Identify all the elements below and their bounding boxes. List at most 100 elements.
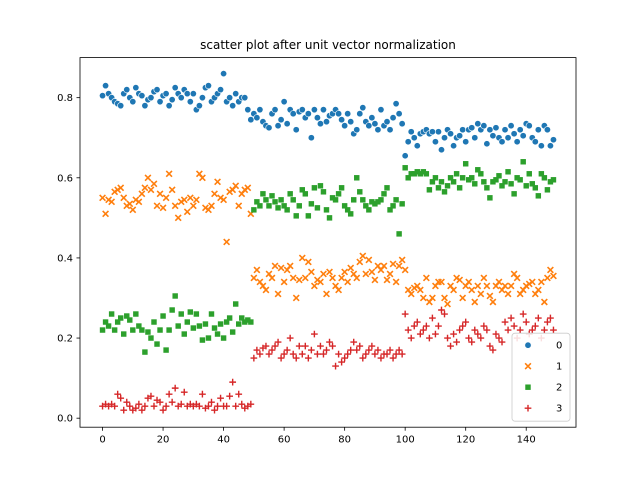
data-point-series-1 bbox=[471, 298, 479, 306]
data-point-series-1 bbox=[223, 238, 231, 246]
data-point-series-1 bbox=[174, 214, 182, 222]
data-point-series-3 bbox=[474, 330, 482, 338]
data-point-series-2 bbox=[124, 313, 130, 319]
data-point-series-0 bbox=[280, 98, 288, 106]
data-point-series-2 bbox=[420, 169, 427, 175]
data-point-series-0 bbox=[99, 92, 107, 100]
data-point-series-3 bbox=[432, 330, 439, 338]
data-point-series-2 bbox=[444, 183, 451, 189]
data-point-series-2 bbox=[296, 203, 302, 209]
data-point-series-2 bbox=[402, 165, 408, 171]
data-point-series-3 bbox=[132, 404, 140, 412]
data-point-series-1 bbox=[147, 186, 155, 194]
data-point-series-0 bbox=[310, 106, 318, 114]
data-point-series-2 bbox=[393, 197, 399, 203]
data-point-series-3 bbox=[462, 318, 470, 326]
data-point-series-3 bbox=[111, 402, 119, 410]
data-point-series-0 bbox=[232, 90, 240, 98]
data-point-series-1 bbox=[465, 278, 473, 286]
data-point-series-3 bbox=[450, 330, 457, 338]
x-tick-label: 20 bbox=[157, 435, 170, 446]
data-point-series-3 bbox=[419, 326, 427, 334]
data-point-series-3 bbox=[217, 394, 224, 402]
data-point-series-2 bbox=[335, 191, 342, 197]
data-point-series-0 bbox=[298, 106, 306, 114]
data-point-series-0 bbox=[480, 122, 488, 130]
data-point-series-3 bbox=[441, 310, 448, 318]
data-point-series-0 bbox=[307, 134, 315, 142]
data-point-series-2 bbox=[290, 197, 296, 203]
data-point-series-2 bbox=[202, 321, 209, 327]
data-point-series-1 bbox=[338, 274, 346, 282]
data-point-series-2 bbox=[469, 175, 475, 181]
data-point-series-3 bbox=[516, 326, 524, 334]
y-axis: 0.0 0.2 0.4 0.6 0.8 bbox=[57, 93, 80, 425]
data-point-series-0 bbox=[398, 120, 406, 128]
data-point-series-2 bbox=[453, 171, 460, 177]
data-point-series-0 bbox=[123, 86, 131, 94]
data-point-series-0 bbox=[189, 90, 197, 98]
legend-marker-3 bbox=[524, 404, 532, 412]
data-point-series-0 bbox=[341, 122, 349, 130]
data-point-series-2 bbox=[133, 311, 139, 317]
data-point-series-2 bbox=[381, 191, 387, 197]
data-point-series-2 bbox=[220, 335, 227, 341]
data-point-series-2 bbox=[214, 331, 221, 337]
data-point-series-0 bbox=[510, 130, 518, 138]
data-point-series-0 bbox=[186, 98, 194, 106]
legend-label-1: 1 bbox=[556, 362, 562, 373]
data-point-series-3 bbox=[347, 346, 355, 354]
data-point-series-2 bbox=[305, 213, 312, 219]
data-point-series-2 bbox=[399, 201, 405, 207]
data-point-series-2 bbox=[508, 181, 514, 187]
x-tick-label: 80 bbox=[338, 435, 351, 446]
data-point-series-3 bbox=[211, 406, 218, 414]
data-point-series-0 bbox=[153, 86, 161, 94]
data-point-series-2 bbox=[302, 191, 309, 197]
data-point-series-3 bbox=[344, 350, 352, 358]
legend: 0 1 2 3 bbox=[511, 332, 571, 422]
data-point-series-2 bbox=[462, 161, 469, 167]
data-point-series-3 bbox=[229, 378, 237, 386]
data-point-series-3 bbox=[404, 326, 412, 334]
data-point-series-2 bbox=[450, 179, 457, 185]
data-point-series-0 bbox=[217, 86, 225, 94]
data-point-series-2 bbox=[484, 185, 490, 191]
data-point-series-3 bbox=[177, 400, 185, 408]
data-point-series-1 bbox=[120, 194, 128, 202]
data-point-series-3 bbox=[238, 400, 246, 408]
data-point-series-3 bbox=[392, 350, 400, 358]
data-point-series-2 bbox=[441, 189, 448, 195]
data-point-series-2 bbox=[154, 341, 160, 347]
data-point-series-2 bbox=[338, 185, 345, 191]
data-point-series-1 bbox=[292, 294, 300, 302]
x-tick-label: 120 bbox=[456, 435, 475, 446]
data-point-series-3 bbox=[444, 334, 451, 342]
data-point-series-0 bbox=[241, 94, 249, 102]
data-point-series-2 bbox=[111, 327, 118, 333]
data-point-series-3 bbox=[492, 330, 500, 338]
data-point-series-3 bbox=[547, 314, 554, 322]
data-point-series-3 bbox=[365, 346, 373, 354]
data-point-series-3 bbox=[395, 346, 403, 354]
data-point-series-2 bbox=[187, 309, 194, 315]
data-point-series-2 bbox=[263, 197, 269, 203]
data-point-series-0 bbox=[165, 102, 173, 110]
data-point-series-0 bbox=[156, 98, 164, 106]
data-point-series-1 bbox=[456, 276, 464, 284]
data-point-series-0 bbox=[546, 142, 554, 150]
data-point-series-1 bbox=[144, 174, 152, 182]
data-point-series-3 bbox=[422, 322, 430, 330]
data-point-series-0 bbox=[413, 142, 421, 150]
data-point-series-1 bbox=[474, 282, 482, 290]
data-point-series-2 bbox=[538, 171, 545, 177]
plot-marks bbox=[99, 70, 557, 414]
data-point-series-0 bbox=[407, 128, 415, 136]
data-point-series-3 bbox=[196, 402, 203, 410]
legend-marker-0 bbox=[524, 341, 532, 349]
data-point-series-1 bbox=[513, 274, 521, 282]
data-point-series-1 bbox=[192, 196, 200, 204]
data-point-series-1 bbox=[135, 198, 143, 206]
data-point-series-1 bbox=[189, 202, 197, 210]
data-point-series-3 bbox=[465, 334, 473, 342]
